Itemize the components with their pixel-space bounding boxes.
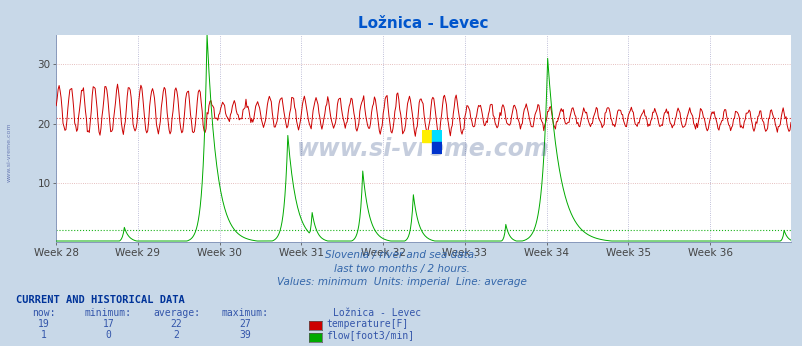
Text: 2: 2	[173, 330, 180, 340]
Title: Ložnica - Levec: Ložnica - Levec	[358, 16, 488, 31]
Text: Values: minimum  Units: imperial  Line: average: Values: minimum Units: imperial Line: av…	[276, 277, 526, 288]
Text: 19: 19	[38, 319, 50, 329]
Text: 0: 0	[105, 330, 111, 340]
Text: Slovenia / river and sea data.: Slovenia / river and sea data.	[325, 250, 477, 260]
Text: flow[foot3/min]: flow[foot3/min]	[326, 330, 414, 340]
Text: CURRENT AND HISTORICAL DATA: CURRENT AND HISTORICAL DATA	[16, 295, 184, 305]
Text: last two months / 2 hours.: last two months / 2 hours.	[333, 264, 469, 274]
Text: Ložnica - Levec: Ložnica - Levec	[333, 308, 421, 318]
Text: 39: 39	[239, 330, 250, 340]
Text: temperature[F]: temperature[F]	[326, 319, 407, 329]
Bar	[431, 130, 441, 142]
Text: 22: 22	[171, 319, 182, 329]
Bar	[421, 130, 431, 142]
Text: www.si-vreme.com: www.si-vreme.com	[7, 122, 12, 182]
Text: 1: 1	[41, 330, 47, 340]
Bar	[431, 142, 441, 154]
Text: 17: 17	[103, 319, 114, 329]
Text: www.si-vreme.com: www.si-vreme.com	[297, 137, 549, 161]
Text: average:: average:	[153, 308, 200, 318]
Text: maximum:: maximum:	[221, 308, 268, 318]
Text: now:: now:	[32, 308, 56, 318]
Text: minimum:: minimum:	[85, 308, 132, 318]
Text: 27: 27	[239, 319, 250, 329]
